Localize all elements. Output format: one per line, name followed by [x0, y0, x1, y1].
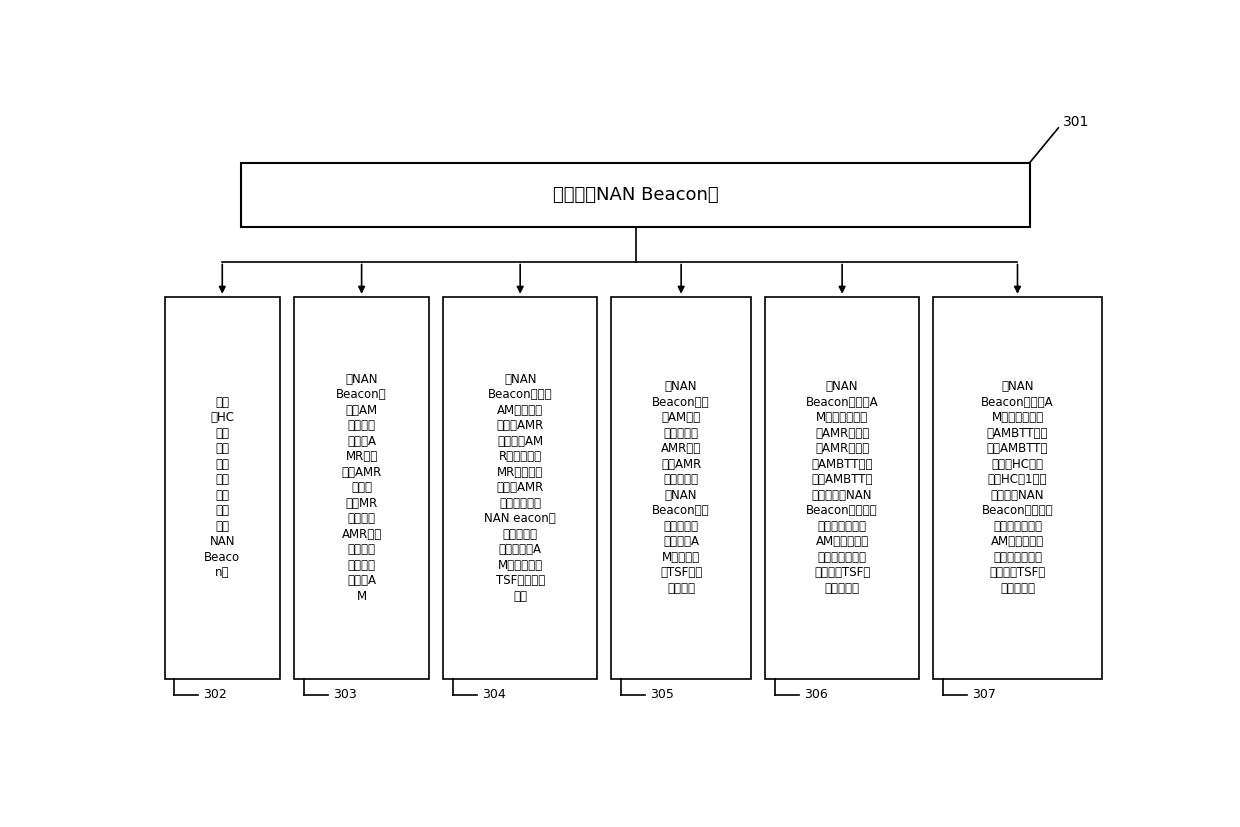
- Text: 若NAN
Beacon帧用于
AM选择，则
当第一AMR
小于第二AM
R，且设备的
MR小于或等
于第一AMR
时，设备根据
NAN eacon帧
对设备已经: 若NAN Beacon帧用于 AM选择，则 当第一AMR 小于第二AM R，且设…: [485, 373, 556, 603]
- Text: 若NAN
Beacon帧
用于AM
选择，则
当第一A
MR小于
第二AMR
，且设
备的MR
大于第一
AMR时，
设备将设
备的角色
转换为A
M: 若NAN Beacon帧 用于AM 选择，则 当第一A MR小于 第二AMR ，…: [336, 373, 387, 603]
- Bar: [242, 163, 1029, 227]
- Bar: [294, 297, 429, 679]
- Text: 304: 304: [481, 688, 506, 701]
- Text: 302: 302: [203, 688, 227, 701]
- Bar: [934, 297, 1101, 679]
- Text: 若NAN
Beacon帧用于A
M选择，则当第
一AMBTT等于
第二AMBTT，
且第一HC小于
第二HC减1时，
设备根据NAN
Beacon帧对设备
已经: 若NAN Beacon帧用于A M选择，则当第 一AMBTT等于 第二AMBTT…: [981, 380, 1054, 595]
- Text: 307: 307: [972, 688, 996, 701]
- Text: 306: 306: [804, 688, 827, 701]
- Text: 若NAN
Beacon帧用
于AM选择
，则当第一
AMR大于
第二AMR
时，设备根
据NAN
Beacon帧对
设备已经记
录的第二A
M信息和第
二TSF: 若NAN Beacon帧用 于AM选择 ，则当第一 AMR大于 第二AMR 时，…: [652, 380, 711, 595]
- Text: 若第
一HC
大于
预置
的跳
数门
限，
设备
丢弃
NAN
Beaco
n帧: 若第 一HC 大于 预置 的跳 数门 限， 设备 丢弃 NAN Beaco n帧: [205, 396, 241, 580]
- Bar: [165, 297, 280, 679]
- Text: 设备接收NAN Beacon帧: 设备接收NAN Beacon帧: [553, 186, 718, 203]
- Text: 303: 303: [332, 688, 357, 701]
- Text: 若NAN
Beacon帧用于A
M选择，则当第
一AMR等于第
二AMR，且第
一AMBTT大于
第二AMBTT时
，设备根据NAN
Beacon帧对设备
已经: 若NAN Beacon帧用于A M选择，则当第 一AMR等于第 二AMR，且第 …: [806, 380, 878, 595]
- Bar: [765, 297, 919, 679]
- Text: 305: 305: [650, 688, 673, 701]
- Bar: [444, 297, 596, 679]
- Bar: [611, 297, 750, 679]
- Text: 301: 301: [1063, 114, 1090, 128]
